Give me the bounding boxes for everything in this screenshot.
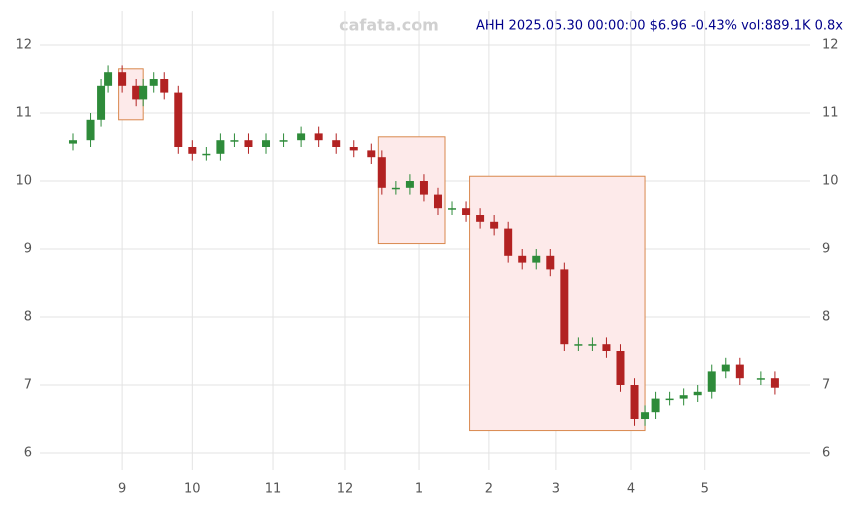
candle-body	[546, 255, 555, 270]
candle-body	[262, 140, 271, 147]
candle-body	[405, 181, 414, 188]
candle-body	[433, 194, 442, 209]
candle-body	[679, 395, 688, 399]
candle-body	[735, 364, 744, 379]
y-tick-label-right: 6	[822, 446, 830, 461]
candle-body	[462, 208, 471, 215]
candle-body	[616, 351, 625, 385]
candle-body	[367, 150, 376, 158]
candle-body	[188, 147, 197, 154]
candle-body	[448, 208, 457, 210]
candle-body	[118, 72, 127, 86]
watermark: cafata.com	[339, 16, 439, 35]
candle-body	[149, 79, 158, 86]
candle-body	[721, 364, 730, 372]
y-tick-label-right: 7	[822, 378, 830, 393]
x-tick-label: 4	[627, 482, 635, 497]
x-tick-label: 5	[701, 482, 709, 497]
y-tick-label-right: 9	[822, 242, 830, 257]
candle-body	[97, 85, 106, 120]
y-tick-label-right: 12	[822, 38, 839, 53]
y-tick-label: 12	[15, 38, 32, 53]
zone	[469, 175, 646, 432]
candle-body	[693, 391, 702, 396]
candle-body	[630, 385, 639, 419]
candle-body	[279, 140, 288, 142]
x-tick-label: 11	[265, 482, 282, 497]
zone	[377, 136, 446, 245]
x-tick-label: 1	[415, 482, 423, 497]
candle-body	[419, 181, 428, 195]
candle-body	[665, 398, 674, 401]
y-tick-label: 7	[24, 378, 32, 393]
y-tick-label: 8	[24, 310, 32, 325]
candle-body	[104, 72, 113, 86]
candle-body	[314, 133, 323, 141]
candle-body	[770, 378, 779, 388]
x-tick-label: 10	[184, 482, 201, 497]
candle-body	[297, 133, 306, 141]
candle-body	[588, 344, 597, 346]
candle-body	[532, 255, 541, 263]
chart-title: AHH 2025.05.30 00:00:00 $6.96 -0.43% vol…	[476, 19, 843, 34]
x-tick-label: 3	[552, 482, 560, 497]
y-tick-label: 9	[24, 242, 32, 257]
candle-body	[518, 255, 527, 263]
candle-body	[490, 221, 499, 229]
y-tick-label: 11	[15, 106, 32, 121]
candle-body	[476, 215, 485, 222]
y-tick-label: 10	[15, 174, 32, 189]
candle-body	[560, 269, 569, 345]
y-tick-label-right: 8	[822, 310, 830, 325]
x-tick-label: 2	[485, 482, 493, 497]
candle-body	[202, 153, 211, 156]
candle-body	[174, 92, 183, 147]
candle-body	[160, 79, 169, 93]
candle-body	[602, 344, 611, 351]
candle-body	[230, 140, 239, 142]
candle-body	[574, 344, 583, 346]
x-tick-label: 12	[337, 482, 354, 497]
y-tick-label-right: 11	[822, 106, 839, 121]
x-tick-label: 9	[118, 482, 126, 497]
candle-body	[139, 85, 148, 100]
candle-body	[756, 378, 765, 380]
candle-body	[244, 140, 253, 147]
candle-body	[349, 147, 358, 151]
candle-body	[216, 140, 225, 154]
y-tick-label: 6	[24, 446, 32, 461]
candle-body	[68, 140, 77, 144]
candle-body	[651, 398, 660, 413]
candle-body	[377, 157, 386, 188]
candle-body	[641, 412, 650, 419]
candle-body	[504, 228, 513, 256]
y-tick-label-right: 10	[822, 174, 839, 189]
candle-body	[707, 371, 716, 392]
candle-body	[391, 187, 400, 190]
candle-body	[132, 85, 141, 100]
candle-body	[86, 119, 95, 141]
candle-body	[332, 140, 341, 147]
